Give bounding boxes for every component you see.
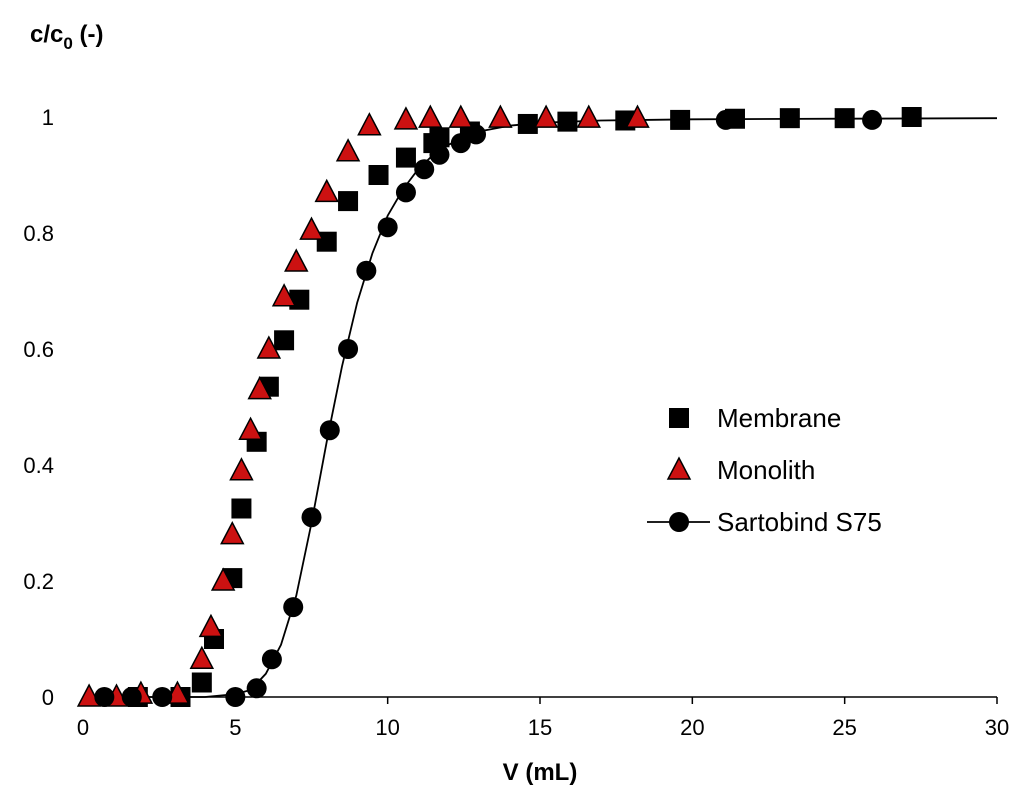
x-tick-label: 20 [680, 715, 704, 740]
y-axis-title: c/c0 (-) [30, 21, 104, 53]
monolith-point [238, 416, 263, 440]
monolith-point [576, 104, 601, 128]
sartobind-s75-point [152, 687, 173, 707]
sartobind-s75-point [414, 159, 435, 180]
sartobind-s75-point [450, 133, 471, 154]
sartobind-s75-point [377, 217, 398, 238]
monolith-point [418, 104, 443, 128]
sartobind-s75-point [246, 678, 267, 699]
monolith-point [299, 216, 324, 240]
y-tick-label: 0.4 [23, 453, 54, 478]
x-tick-label: 5 [229, 715, 241, 740]
sartobind-s75-point [319, 420, 340, 441]
legend-label-sartobind-s75: Sartobind S75 [717, 507, 882, 537]
monolith-point [229, 457, 254, 481]
legend: Membrane Monolith Sartobind S75 [647, 403, 882, 537]
monolith-point [220, 520, 245, 545]
monolith-point [533, 104, 559, 128]
membrane-point [429, 127, 450, 148]
sartobind-s75-point [356, 260, 377, 281]
sartobind-fit-curve [83, 117, 998, 698]
y-axis-title-tail: (-) [73, 21, 104, 48]
sartobind-s75-point [429, 144, 450, 165]
membrane-point [368, 165, 389, 185]
x-tick-label: 15 [528, 715, 552, 740]
legend-marker-sartobind-s75 [669, 512, 689, 532]
membrane-point [274, 330, 295, 351]
y-tick-label: 0.6 [23, 337, 54, 362]
monolith-point [256, 335, 282, 359]
legend-item-membrane: Membrane [669, 403, 841, 433]
monolith-point [247, 375, 272, 400]
monolith-point [284, 248, 309, 272]
x-tick-label: 10 [375, 715, 399, 740]
membrane-point [395, 147, 416, 168]
membrane-point [779, 108, 800, 129]
y-axis-title-main: c/c [30, 21, 63, 48]
membrane-point [338, 191, 359, 212]
sartobind-s75-point [301, 507, 322, 528]
legend-label-membrane: Membrane [717, 403, 841, 433]
sartobind-s75-point [261, 649, 282, 670]
legend-marker-monolith [666, 456, 692, 480]
monolith-point [625, 104, 650, 128]
sartobind-s75-point [225, 687, 246, 707]
monolith-point [271, 283, 297, 307]
data-points [76, 104, 922, 707]
monolith-point [488, 104, 513, 128]
y-tick-label: 0.8 [23, 221, 54, 246]
monolith-point [210, 567, 236, 591]
legend-label-monolith: Monolith [717, 455, 815, 485]
sartobind-s75-point [121, 687, 142, 707]
sartobind-s75-point [283, 597, 304, 618]
sartobind-s75-point [94, 687, 115, 707]
y-tick-label: 0.2 [23, 569, 54, 594]
membrane-point [670, 109, 691, 130]
legend-marker-membrane [669, 408, 689, 428]
membrane-point [191, 672, 212, 693]
y-tick-label: 0 [42, 685, 54, 710]
monolith-series [76, 104, 650, 707]
sartobind-s75-point [862, 109, 883, 130]
axes [82, 696, 998, 704]
sartobind-s75-point [395, 182, 416, 203]
monolith-point [314, 178, 339, 203]
monolith-point [357, 112, 382, 136]
sartobind-s75-point [715, 109, 736, 130]
legend-item-monolith: Monolith [666, 455, 815, 485]
monolith-point [335, 138, 361, 162]
tick-labels: 0 5 10 15 20 25 30 0 0.2 0.4 0.6 0.8 1 [23, 105, 1009, 740]
fit-curve-layer [83, 117, 998, 698]
sartobind-s75-series [94, 109, 883, 707]
membrane-point [901, 107, 922, 127]
x-tick-label: 0 [77, 715, 89, 740]
x-tick-label: 30 [985, 715, 1009, 740]
monolith-point [189, 645, 215, 670]
membrane-point [834, 108, 855, 129]
sartobind-s75-point [466, 124, 487, 145]
membrane-point [231, 498, 252, 519]
monolith-point [198, 613, 224, 638]
y-tick-label: 1 [42, 105, 54, 130]
membrane-point [517, 113, 538, 134]
y-axis-title-sub: 0 [63, 34, 72, 53]
monolith-point [393, 106, 419, 130]
sartobind-s75-point [338, 339, 359, 359]
x-axis-title: V (mL) [503, 759, 578, 786]
membrane-point [557, 111, 578, 132]
legend-item-sartobind-s75: Sartobind S75 [647, 507, 882, 537]
monolith-point [448, 104, 474, 128]
x-tick-label: 25 [832, 715, 856, 740]
